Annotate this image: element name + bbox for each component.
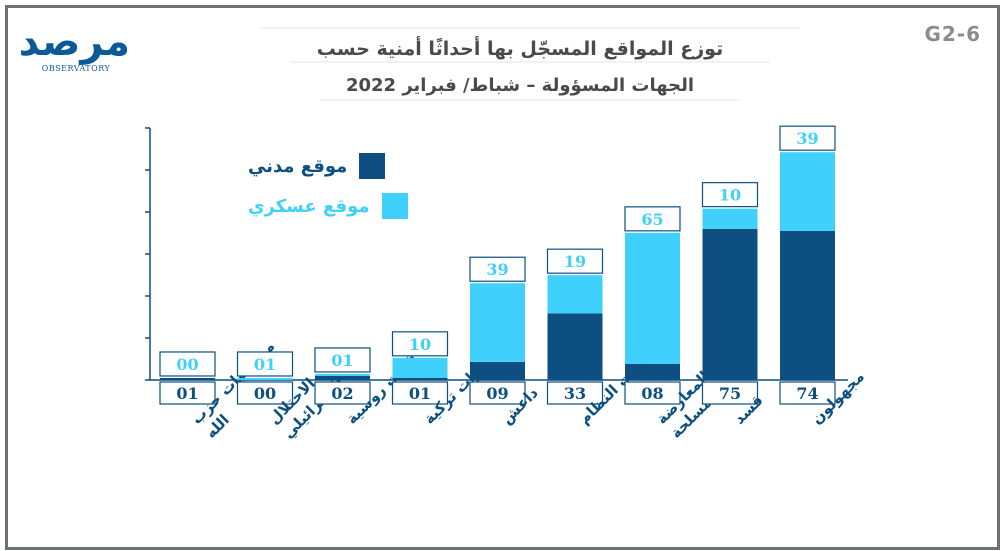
bar-civil bbox=[547, 313, 603, 380]
civil-value-label: 01 bbox=[176, 384, 198, 403]
chart-code: G2-6 bbox=[924, 22, 981, 46]
civil-value-label: 00 bbox=[254, 384, 276, 403]
civil-label-box bbox=[314, 381, 371, 405]
legend-swatch-civil bbox=[359, 153, 386, 179]
bar-civil bbox=[780, 230, 835, 380]
military-value-label: 39 bbox=[796, 129, 818, 148]
bar-military bbox=[315, 373, 370, 376]
civil-value-label: 01 bbox=[409, 384, 431, 403]
military-label-box bbox=[624, 206, 681, 232]
bar-military bbox=[625, 232, 680, 364]
military-label-box bbox=[469, 256, 526, 282]
military-label-box bbox=[314, 347, 371, 373]
military-value-label: 01 bbox=[254, 355, 276, 374]
civil-label-box bbox=[546, 381, 604, 405]
bar-military bbox=[780, 152, 835, 231]
civil-label-box bbox=[701, 381, 759, 405]
legend-label-civil: موقع مدني bbox=[248, 155, 348, 177]
military-value-label: 10 bbox=[409, 335, 431, 354]
bar-military bbox=[547, 275, 603, 314]
civil-label-box bbox=[779, 381, 836, 405]
military-value-label: 00 bbox=[176, 355, 198, 374]
civil-label-box bbox=[469, 381, 526, 405]
bar-civil bbox=[702, 228, 758, 380]
military-label-box bbox=[236, 351, 294, 377]
bar-civil bbox=[315, 375, 370, 380]
military-value-label: 19 bbox=[564, 252, 586, 271]
bar-military bbox=[702, 208, 758, 229]
bar-military bbox=[237, 377, 293, 380]
military-label-box bbox=[391, 331, 449, 357]
bar-civil bbox=[625, 363, 680, 380]
military-label-box bbox=[701, 182, 759, 208]
civil-value-label: 02 bbox=[331, 384, 353, 403]
logo-word: مرصد bbox=[18, 19, 132, 65]
logo-subtitle: OBSERVATORY bbox=[41, 64, 111, 73]
civil-label-box bbox=[236, 381, 294, 405]
military-value-label: 01 bbox=[331, 351, 353, 370]
civil-value-label: 09 bbox=[486, 384, 508, 403]
military-value-label: 65 bbox=[641, 210, 663, 229]
military-value-label: 10 bbox=[719, 186, 741, 205]
legend-swatch-military bbox=[381, 193, 408, 219]
legend-item-military: موقع عسكري bbox=[248, 193, 408, 219]
military-label-box bbox=[159, 351, 216, 377]
bar-civil bbox=[160, 377, 215, 380]
civil-label-box bbox=[391, 381, 449, 405]
bar-military bbox=[470, 283, 525, 362]
observatory-logo: مرصد OBSERVATORY bbox=[18, 19, 132, 82]
bar-military bbox=[392, 357, 448, 378]
chart-title: توزع المواقع المسجّل بها أحداثًا أمنية ح… bbox=[316, 38, 724, 60]
legend-item-civil: موقع مدني bbox=[248, 153, 386, 179]
bar-civil bbox=[392, 377, 448, 380]
chart-subtitle: الجهات المسؤولة – شباط/ فبراير 2022 bbox=[345, 75, 695, 96]
civil-label-box bbox=[159, 381, 216, 405]
bar-civil bbox=[470, 361, 525, 380]
civil-value-label: 33 bbox=[564, 384, 586, 403]
civil-label-box bbox=[624, 381, 681, 405]
military-label-box bbox=[779, 125, 836, 151]
civil-value-label: 74 bbox=[796, 384, 818, 403]
legend-label-military: موقع عسكري bbox=[248, 195, 370, 217]
civil-value-label: 75 bbox=[719, 384, 741, 403]
civil-value-label: 08 bbox=[641, 384, 663, 403]
military-label-box bbox=[546, 248, 604, 274]
military-value-label: 39 bbox=[486, 260, 508, 279]
